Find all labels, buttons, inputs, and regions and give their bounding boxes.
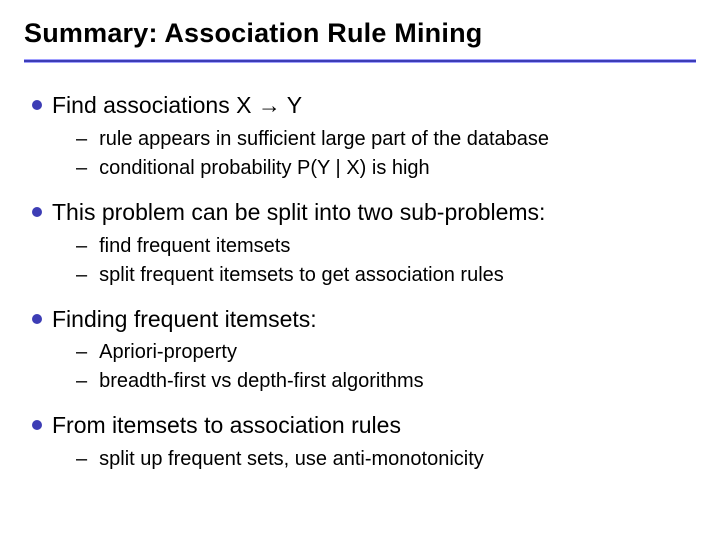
dash-icon: – [76, 233, 87, 260]
sub-list: – split up frequent sets, use anti-monot… [24, 446, 696, 473]
bullet-item: Find associations X → Y [24, 91, 696, 120]
dash-icon: – [76, 446, 87, 473]
bullet-icon [32, 420, 42, 430]
bullet-icon [32, 314, 42, 324]
dash-icon: – [76, 368, 87, 395]
dash-icon: – [76, 155, 87, 182]
dash-icon: – [76, 262, 87, 289]
sub-bullet-item: – breadth-first vs depth-first algorithm… [24, 368, 696, 395]
dash-icon: – [76, 126, 87, 153]
sub-bullet-item: – split frequent itemsets to get associa… [24, 262, 696, 289]
sub-list: – rule appears in sufficient large part … [24, 126, 696, 182]
slide-content: Find associations X → Y – rule appears i… [24, 91, 696, 473]
sub-bullet-text: find frequent itemsets [99, 233, 290, 260]
sub-list: – find frequent itemsets – split frequen… [24, 233, 696, 289]
bullet-item: This problem can be split into two sub-p… [24, 198, 696, 227]
bullet-icon [32, 100, 42, 110]
sub-bullet-item: – split up frequent sets, use anti-monot… [24, 446, 696, 473]
bullet-icon [32, 207, 42, 217]
sub-bullet-text: split up frequent sets, use anti-monoton… [99, 446, 484, 473]
sub-bullet-text: rule appears in sufficient large part of… [99, 126, 549, 153]
bullet-item: From itemsets to association rules [24, 411, 696, 440]
title-divider [24, 59, 696, 63]
bullet-text: This problem can be split into two sub-p… [52, 198, 545, 227]
bullet-text: Find associations X → Y [52, 91, 302, 120]
bullet-item: Finding frequent itemsets: [24, 305, 696, 334]
sub-bullet-text: breadth-first vs depth-first algorithms [99, 368, 424, 395]
sub-bullet-text: conditional probability P(Y | X) is high [99, 155, 430, 182]
dash-icon: – [76, 339, 87, 366]
slide-title: Summary: Association Rule Mining [24, 18, 696, 49]
sub-bullet-text: Apriori-property [99, 339, 237, 366]
sub-list: – Apriori-property – breadth-first vs de… [24, 339, 696, 395]
bullet-text: From itemsets to association rules [52, 411, 401, 440]
sub-bullet-item: – conditional probability P(Y | X) is hi… [24, 155, 696, 182]
sub-bullet-item: – rule appears in sufficient large part … [24, 126, 696, 153]
bullet-text: Finding frequent itemsets: [52, 305, 317, 334]
sub-bullet-text: split frequent itemsets to get associati… [99, 262, 504, 289]
sub-bullet-item: – Apriori-property [24, 339, 696, 366]
sub-bullet-item: – find frequent itemsets [24, 233, 696, 260]
